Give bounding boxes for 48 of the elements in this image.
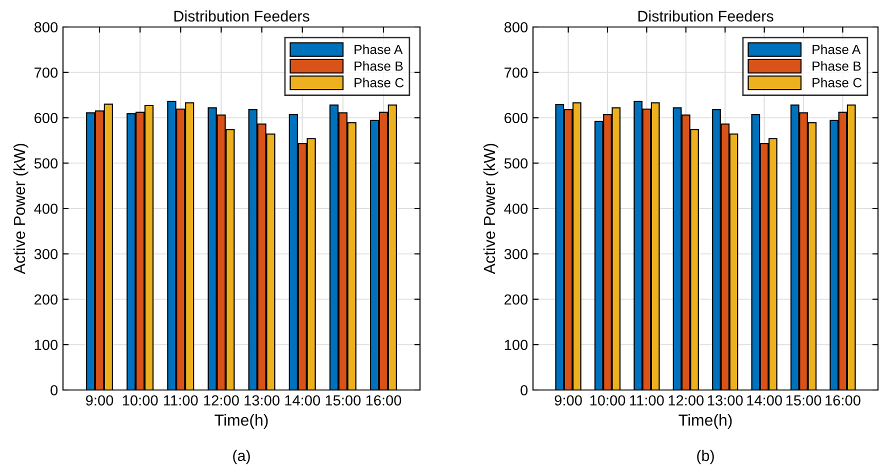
x-axis-title: Time(h) <box>678 414 732 429</box>
text: (b) <box>697 450 714 464</box>
y-tick-label: 200 <box>504 294 528 305</box>
y-tick-label: 600 <box>504 112 528 124</box>
y-tick-label: 100 <box>504 340 528 350</box>
y-tick-label: 600 <box>34 112 58 124</box>
y-tick-label: 700 <box>34 67 58 78</box>
x-axis-title: Time(h) <box>214 414 268 429</box>
y-tick-label: 800 <box>504 22 528 32</box>
legend-label: Phase B <box>354 61 403 71</box>
legend-label: Phase A <box>354 44 403 54</box>
x-tick-label: 10:00 <box>590 395 626 406</box>
x-tick-label: 14:00 <box>285 395 320 406</box>
x-tick-label: 13:00 <box>244 395 280 406</box>
x-tick-label: 16:00 <box>826 395 860 406</box>
x-tick-label: 9:00 <box>554 395 582 406</box>
x-tick-label: 9:00 <box>86 395 114 406</box>
legend-label: Phase A <box>812 44 861 54</box>
y-tick-label: 400 <box>504 204 528 214</box>
x-tick-label: 14:00 <box>747 395 782 406</box>
x-tick-label: 12:00 <box>204 395 239 406</box>
y-tick-label: 500 <box>34 158 58 169</box>
y-tick-label: 300 <box>34 248 58 260</box>
legend-label: Phase C <box>812 78 862 88</box>
y-tick-label: 200 <box>34 294 58 305</box>
y-axis-title: Active Power (kW) <box>483 144 498 274</box>
chart-title: Distribution Feeders <box>638 10 774 22</box>
x-tick-label: 13:00 <box>708 395 743 406</box>
y-tick-label: 800 <box>34 22 58 32</box>
x-tick-label: 15:00 <box>326 395 361 406</box>
y-tick-label: 700 <box>504 67 528 78</box>
x-tick-label: 12:00 <box>668 395 704 406</box>
y-tick-label: 0 <box>50 385 58 396</box>
x-tick-label: 10:00 <box>122 395 158 406</box>
x-tick-label: 11:00 <box>164 395 198 406</box>
y-tick-label: 400 <box>34 204 58 214</box>
y-axis-title: Active Power (kW) <box>13 144 28 274</box>
chart-title: Distribution Feeders <box>174 10 310 22</box>
y-tick-label: 100 <box>34 340 58 350</box>
legend-label: Phase B <box>812 61 861 71</box>
text: (a) <box>233 450 250 464</box>
y-tick-label: 500 <box>504 158 528 169</box>
y-tick-label: 300 <box>504 248 528 260</box>
y-tick-label: 0 <box>520 385 528 396</box>
x-tick-label: 15:00 <box>786 395 822 406</box>
legend-label: Phase C <box>354 78 404 88</box>
x-tick-label: 11:00 <box>630 395 664 406</box>
x-tick-label: 16:00 <box>366 395 402 406</box>
